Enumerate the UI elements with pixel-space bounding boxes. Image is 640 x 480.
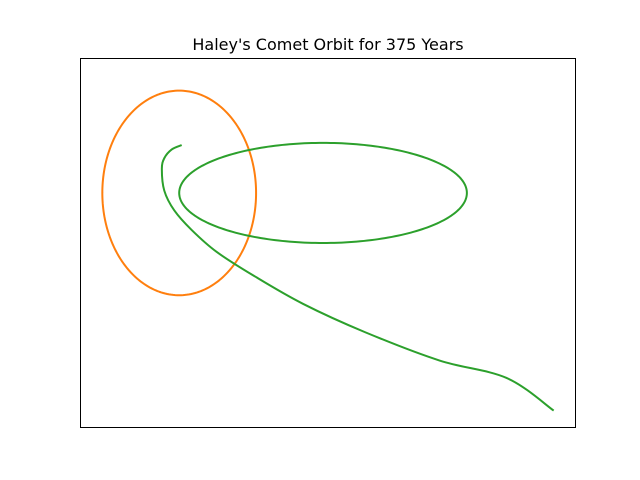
axes-frame [80, 58, 576, 428]
chart-title: Haley's Comet Orbit for 375 Years [192, 35, 463, 54]
orbit-series-0 [101, 89, 258, 297]
orbit-series-2 [160, 144, 555, 412]
orbit-series-1 [178, 141, 468, 244]
plot-area [101, 89, 555, 412]
